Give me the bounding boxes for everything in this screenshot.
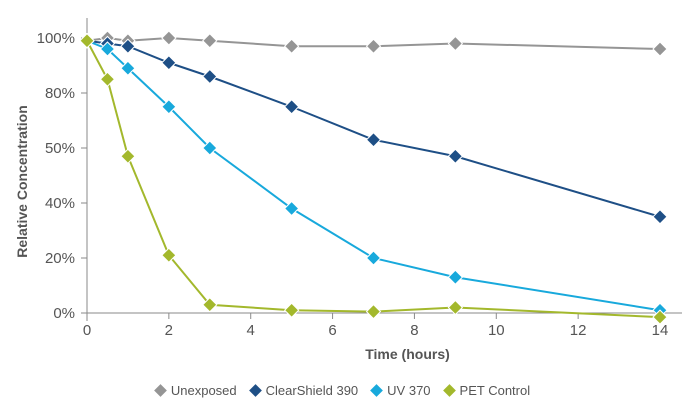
x-tick-label: 14 (652, 322, 669, 339)
legend-item-uv-370: UV 370 (370, 382, 431, 398)
y-tick-label: 0% (53, 305, 75, 322)
data-point-uv-370 (283, 200, 300, 217)
data-point-clearshield-390 (161, 55, 177, 71)
data-point-clearshield-390 (283, 99, 300, 115)
data-point-clearshield-390 (365, 132, 382, 148)
x-tick-label: 0 (83, 322, 91, 339)
legend-marker (370, 383, 384, 397)
x-tick-label: 2 (165, 322, 173, 339)
x-tick-label: 10 (488, 322, 505, 339)
data-point-clearshield-390 (447, 148, 464, 164)
legend-item-pet-control: PET Control (442, 382, 531, 398)
series-line-clearshield-390 (86, 39, 661, 218)
y-tick-label: 80% (45, 85, 75, 102)
data-point-pet-control (365, 303, 382, 320)
data-point-clearshield-390 (652, 209, 668, 225)
data-point-uv-370 (365, 250, 382, 266)
data-point-unexposed (161, 30, 177, 46)
data-point-unexposed (365, 38, 382, 54)
y-axis-title: Relative Concentration (14, 105, 30, 257)
data-point-pet-control (202, 297, 218, 313)
legend-marker (154, 383, 167, 397)
chart-legend: Unexposed ClearShield 390 UV 370 PET Contro… (0, 380, 686, 400)
data-point-unexposed (652, 41, 668, 57)
data-point-pet-control (99, 71, 116, 87)
data-point-pet-control (283, 302, 300, 318)
legend-label: UV 370 (387, 382, 431, 398)
data-point-pet-control (161, 247, 177, 263)
data-point-unexposed (283, 38, 300, 54)
legend-item-unexposed: Unexposed (154, 382, 237, 398)
y-tick-label: 100% (37, 30, 75, 47)
data-point-pet-control (79, 33, 95, 49)
data-point-pet-control (120, 148, 136, 164)
x-tick-label: 6 (328, 322, 336, 339)
data-point-uv-370 (161, 99, 177, 115)
y-tick-label: 20% (45, 250, 75, 267)
data-point-unexposed (202, 33, 218, 49)
data-point-uv-370 (202, 140, 218, 156)
data-point-uv-370 (99, 41, 116, 57)
series-line-pet-control (86, 40, 661, 319)
data-point-uv-370 (120, 60, 136, 76)
legend-marker (442, 383, 456, 397)
x-tick-label: 4 (247, 322, 255, 339)
legend-label: PET Control (459, 382, 531, 398)
legend-marker (248, 383, 262, 397)
data-point-unexposed (447, 35, 464, 52)
x-tick-label: 12 (570, 322, 587, 339)
data-point-pet-control (447, 299, 464, 316)
x-axis-title: Time (hours) (365, 346, 450, 362)
y-tick-label: 50% (45, 140, 75, 157)
data-point-clearshield-390 (202, 68, 218, 85)
x-tick-label: 8 (410, 322, 418, 339)
series-line-uv-370 (86, 39, 661, 312)
y-tick-label: 40% (45, 195, 75, 212)
line-chart: 0% 20% 40% 50% 80% 100% 0 2 4 6 8 10 12 14 Time (hours… (14, 18, 682, 362)
legend-label: ClearShield 390 (265, 382, 359, 398)
legend-label: Unexposed (170, 382, 237, 398)
data-point-pet-control (652, 309, 668, 325)
data-point-clearshield-390 (120, 38, 136, 54)
legend-item-clearshield-390: ClearShield 390 (248, 382, 359, 398)
data-point-uv-370 (447, 269, 464, 285)
